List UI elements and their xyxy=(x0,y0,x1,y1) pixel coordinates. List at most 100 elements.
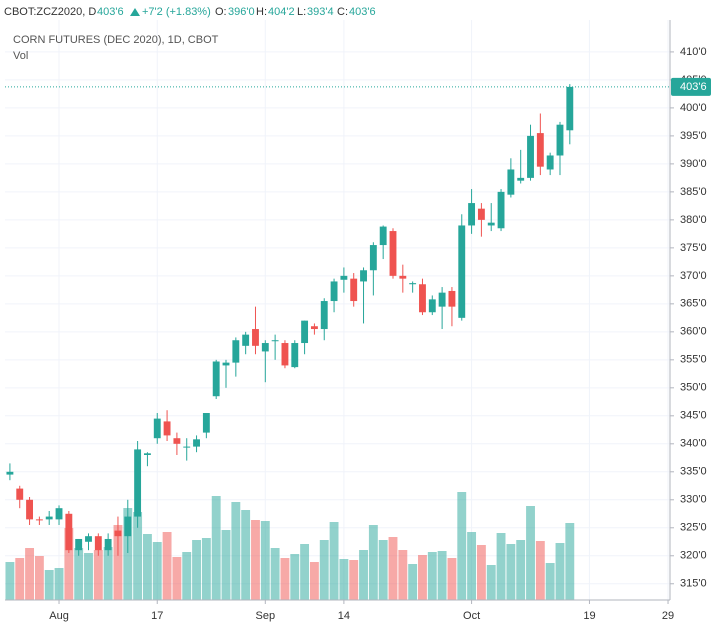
x-tick-label: 29 xyxy=(662,610,674,622)
volume-bar xyxy=(388,537,398,600)
volume-bar xyxy=(182,552,192,600)
last-price-label: 403'6 xyxy=(680,81,707,93)
candle-body xyxy=(222,362,230,366)
candle-body xyxy=(487,222,495,226)
candle-body xyxy=(458,225,466,318)
low: 393'4 xyxy=(307,6,334,18)
candle-body xyxy=(26,499,33,520)
candle-body xyxy=(389,231,397,276)
y-tick-label: 390'0 xyxy=(680,158,707,170)
candle-body xyxy=(261,343,269,352)
close-label: C: xyxy=(337,6,348,18)
candle-body xyxy=(330,281,338,302)
y-tick-label: 335'0 xyxy=(680,466,707,478)
volume-bar xyxy=(113,525,123,600)
candle-body xyxy=(566,86,574,131)
volume-bar xyxy=(192,540,201,600)
volume-bar xyxy=(457,492,467,600)
volume-bar xyxy=(476,545,486,600)
volume-bar xyxy=(349,560,359,600)
y-tick-label: 385'0 xyxy=(680,186,707,198)
y-tick-label: 345'0 xyxy=(680,410,707,422)
y-tick-label: 355'0 xyxy=(680,354,707,366)
high-label: H: xyxy=(256,6,267,18)
volume-bar xyxy=(418,555,427,600)
y-tick-label: 365'0 xyxy=(680,298,707,310)
candle-body xyxy=(477,208,485,220)
axes: 315'0 320'0 325'0 330'0 335'0 340'0 345'0 350'0… xyxy=(5,46,711,622)
volume-bar xyxy=(241,510,251,600)
price: 403'6 xyxy=(97,6,124,18)
volume-bar xyxy=(44,570,54,600)
candle-body xyxy=(281,343,289,366)
volume-bar xyxy=(329,522,339,600)
candle-body xyxy=(45,516,53,520)
candle-body xyxy=(340,275,348,280)
volume-bar xyxy=(201,538,211,600)
last-price-tag xyxy=(671,77,711,96)
volume-bar xyxy=(408,564,418,600)
volume-bar xyxy=(142,534,152,600)
candle-body xyxy=(301,320,309,344)
x-tick-label: 17 xyxy=(151,610,163,622)
volume-bar xyxy=(133,512,143,600)
candle-body xyxy=(104,538,112,551)
candle-body xyxy=(360,270,367,282)
candle-body xyxy=(75,538,83,551)
y-tick-label: 350'0 xyxy=(680,382,707,394)
volume-bar xyxy=(545,563,555,600)
y-tick-label: 370'0 xyxy=(680,270,707,282)
y-tick-label: 380'0 xyxy=(680,214,707,226)
candle-body xyxy=(517,177,525,181)
y-tick-label: 330'0 xyxy=(680,494,707,506)
candle-body xyxy=(497,191,505,229)
volume-bar xyxy=(359,550,368,600)
volume-bar xyxy=(398,550,408,600)
high: 404'2 xyxy=(268,6,295,18)
volume xyxy=(5,492,575,600)
x-tick-label: 19 xyxy=(583,610,595,622)
candle-body xyxy=(527,135,534,178)
candle-body xyxy=(114,530,122,537)
volume-bar xyxy=(368,525,378,600)
x-tick-label: 14 xyxy=(338,610,350,622)
candle-body xyxy=(212,361,220,397)
candle-body xyxy=(124,516,132,537)
volume-bar xyxy=(565,523,575,600)
volume-bar xyxy=(496,533,506,600)
volume-bar xyxy=(319,540,329,600)
volume-bar xyxy=(467,532,477,600)
candle-body xyxy=(556,124,564,156)
candle-body xyxy=(143,453,151,455)
volume-bar xyxy=(84,553,93,600)
candle-body xyxy=(6,471,14,475)
candle-body xyxy=(448,290,456,307)
grid xyxy=(5,20,670,600)
candle-body xyxy=(379,226,387,246)
volume-bar xyxy=(339,559,349,600)
volume-bar xyxy=(447,558,457,600)
volume-bar xyxy=(290,554,300,600)
candle-body xyxy=(419,284,426,313)
candle-body xyxy=(291,343,299,368)
volume-bar xyxy=(526,506,535,600)
candle-body xyxy=(193,439,200,447)
volume-bar xyxy=(152,542,162,600)
volume-bar xyxy=(74,548,84,600)
candle-body xyxy=(232,340,240,363)
volume-bar xyxy=(54,568,64,600)
y-tick-label: 340'0 xyxy=(680,438,707,450)
y-tick-label: 395'0 xyxy=(680,130,707,142)
volume-bar xyxy=(486,565,496,600)
candle-body xyxy=(399,275,407,279)
volume-bar xyxy=(427,552,437,600)
volume-bar xyxy=(123,508,133,600)
candle-body xyxy=(173,438,181,444)
candles xyxy=(6,84,574,556)
volume-bar xyxy=(251,520,260,600)
volume-bar xyxy=(516,540,526,600)
volume-bar xyxy=(555,543,565,600)
volume-bar xyxy=(162,532,172,600)
volume-bar xyxy=(93,550,103,600)
